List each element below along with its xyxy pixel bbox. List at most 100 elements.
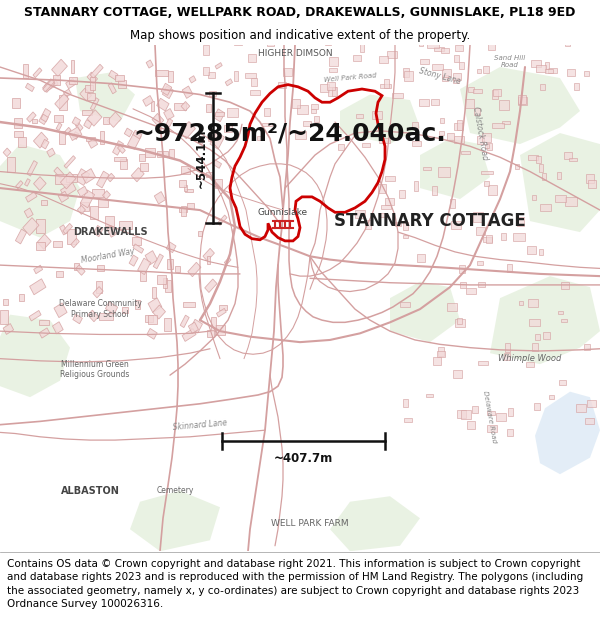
Text: HIGHER DIMSON: HIGHER DIMSON <box>257 49 332 58</box>
Bar <box>67 229 76 244</box>
Bar <box>54 167 64 178</box>
Bar <box>567 69 575 76</box>
Bar <box>189 76 196 83</box>
Bar <box>262 123 272 126</box>
Bar <box>107 226 116 238</box>
Bar <box>52 322 63 334</box>
Bar <box>559 381 566 385</box>
Bar <box>153 305 166 319</box>
Bar <box>295 131 306 139</box>
Bar <box>210 132 224 149</box>
Bar <box>119 221 132 229</box>
Bar <box>73 314 82 324</box>
Polygon shape <box>330 496 420 551</box>
Bar <box>588 180 596 188</box>
Bar <box>64 156 76 168</box>
Bar <box>528 155 538 159</box>
Bar <box>27 161 37 176</box>
Bar <box>55 94 69 109</box>
Bar <box>205 279 217 292</box>
Text: Well Park Road: Well Park Road <box>323 72 377 83</box>
Bar <box>32 119 37 123</box>
Bar <box>472 406 478 412</box>
Bar <box>182 86 193 98</box>
Bar <box>478 282 485 288</box>
Bar <box>454 122 463 129</box>
Bar <box>502 233 506 240</box>
Bar <box>437 351 445 357</box>
Bar <box>517 217 524 226</box>
Bar <box>23 64 28 78</box>
Bar <box>55 174 68 184</box>
Bar <box>107 112 121 128</box>
Polygon shape <box>460 67 580 144</box>
Bar <box>385 176 395 181</box>
Bar <box>302 121 311 126</box>
Bar <box>422 167 431 171</box>
Bar <box>129 255 138 266</box>
Bar <box>518 95 526 104</box>
Bar <box>473 107 480 116</box>
Bar <box>16 181 23 189</box>
Bar <box>486 236 492 244</box>
Bar <box>457 318 463 324</box>
Bar <box>325 37 331 46</box>
Bar <box>338 144 344 150</box>
Bar <box>417 254 425 262</box>
Bar <box>208 136 214 141</box>
Bar <box>121 159 127 169</box>
Bar <box>4 299 8 305</box>
Bar <box>504 354 510 360</box>
Bar <box>496 414 506 421</box>
Bar <box>106 216 114 226</box>
Bar <box>183 302 195 307</box>
Bar <box>481 171 493 174</box>
Bar <box>77 206 85 214</box>
Bar <box>499 100 509 110</box>
Bar <box>1 310 8 324</box>
Bar <box>314 116 319 122</box>
Text: Delaware Road: Delaware Road <box>482 390 497 444</box>
Bar <box>527 246 536 254</box>
Bar <box>326 82 335 90</box>
Bar <box>127 132 141 149</box>
Bar <box>441 48 449 53</box>
Bar <box>268 42 274 46</box>
Bar <box>80 190 95 208</box>
Bar <box>491 123 503 127</box>
Bar <box>508 408 513 416</box>
Bar <box>574 83 579 89</box>
Bar <box>99 312 113 320</box>
Bar <box>145 315 152 322</box>
Bar <box>41 139 49 149</box>
Bar <box>63 223 73 234</box>
Bar <box>106 302 118 314</box>
Bar <box>224 125 232 132</box>
Bar <box>206 329 214 337</box>
Bar <box>372 111 382 119</box>
Text: Sand Hill
Road: Sand Hill Road <box>494 55 526 68</box>
Bar <box>493 89 501 96</box>
Bar <box>61 172 76 189</box>
Bar <box>166 242 176 252</box>
Bar <box>64 89 71 98</box>
Text: Stony Lane: Stony Lane <box>418 66 462 86</box>
Bar <box>320 84 329 92</box>
Bar <box>188 322 199 334</box>
Bar <box>379 56 388 64</box>
Bar <box>414 181 418 191</box>
Bar <box>431 99 439 105</box>
Bar <box>80 88 91 101</box>
Bar <box>166 119 173 127</box>
Bar <box>532 343 538 351</box>
Bar <box>23 217 39 236</box>
Bar <box>47 148 55 157</box>
Bar <box>133 244 143 253</box>
Bar <box>476 136 484 144</box>
Bar <box>44 79 58 91</box>
Bar <box>37 234 51 249</box>
Bar <box>118 145 125 154</box>
Bar <box>165 280 172 292</box>
Polygon shape <box>0 144 80 238</box>
Text: WELL PARK FARM: WELL PARK FARM <box>271 519 349 528</box>
